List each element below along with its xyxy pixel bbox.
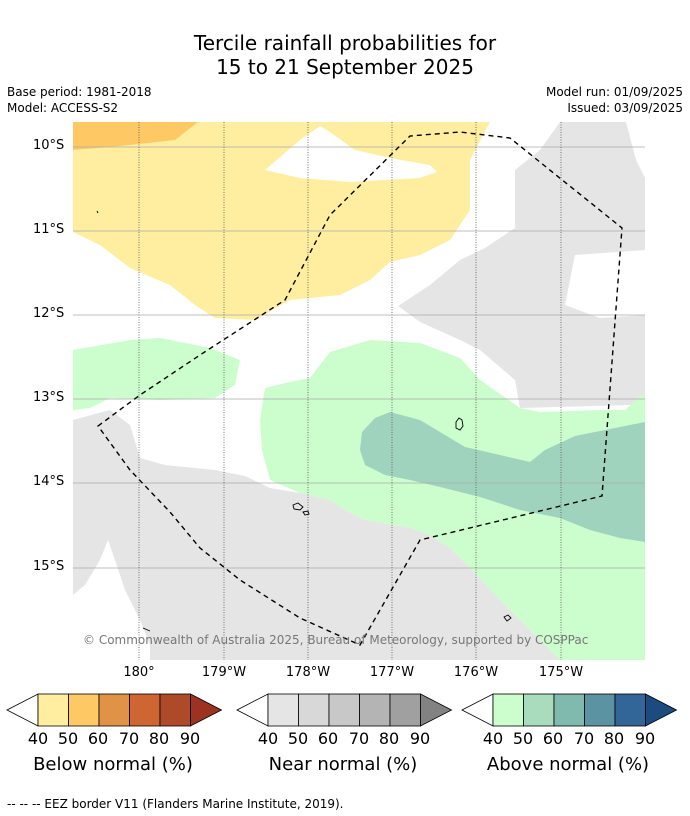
lat-label-10s: 10°S [33,138,65,153]
map-title: Tercile rainfall probabilities for 15 to… [0,31,690,79]
above-normal-left-region [73,338,240,410]
colorbar-label-above: Above normal (%) [486,754,650,775]
lon-label-176w: 176°W [453,665,499,680]
copyright-notice: © Commonwealth of Australia 2025, Bureau… [83,633,589,647]
lon-label-180: 180° [123,665,155,680]
meta-right: Model run: 01/09/2025 Issued: 03/09/2025 [546,84,683,116]
tick-above-70: 70 [573,729,595,748]
below-normal-50-60-region [73,122,198,150]
tick-near-50: 50 [287,729,309,748]
title-line-1: Tercile rainfall probabilities for [193,31,497,55]
lat-label-11s: 11°S [33,222,65,237]
island-main [455,417,464,431]
tick-above-60: 60 [542,729,564,748]
model-name: Model: ACCESS-S2 [7,101,119,115]
tick-near-90: 90 [409,729,431,748]
lat-label-15s: 15°S [33,559,65,574]
eez-border [97,131,623,646]
colorbar-label-near: Near normal (%) [268,754,418,775]
meta-left: Base period: 1981-2018 Model: ACCESS-S2 [7,84,152,116]
above-normal-50-60-region [360,412,645,542]
lon-label-175w: 175°W [538,665,584,680]
lat-label-12s: 12°S [33,306,65,321]
lon-label-178w: 178°W [285,665,331,680]
island-dot [96,210,99,214]
latitude-gridlines [73,146,645,569]
lat-label-13s: 13°S [33,390,65,405]
island-small-3 [503,614,512,622]
tick-above-50: 50 [512,729,534,748]
title-line-2: 15 to 21 September 2025 [216,55,474,79]
lat-label-14s: 14°S [33,474,65,489]
tick-near-40: 40 [257,729,279,748]
island-outlines [96,210,512,632]
tick-near-80: 80 [378,729,400,748]
tick-near-70: 70 [348,729,370,748]
tick-below-70: 70 [118,729,140,748]
issued-date: Issued: 03/09/2025 [567,101,683,115]
grey-bay-region [73,540,150,660]
tick-above-90: 90 [634,729,656,748]
longitude-gridlines [138,122,562,660]
near-normal-bottom-left-region [73,410,560,660]
lon-label-177w: 177°W [369,665,415,680]
island-small-2 [302,510,310,516]
above-normal-40-50-region [260,340,645,660]
tick-above-80: 80 [603,729,625,748]
tick-below-40: 40 [27,729,49,748]
tick-near-60: 60 [317,729,339,748]
eez-footnote: -- -- -- EEZ border V11 (Flanders Marine… [7,797,344,811]
tick-below-50: 50 [57,729,79,748]
island-small-1 [292,502,304,511]
near-normal-top-right-region [398,122,645,408]
grey-gap-region [565,250,645,318]
model-run: Model run: 01/09/2025 [545,85,683,99]
lon-label-179w: 179°W [201,665,247,680]
tick-below-90: 90 [179,729,201,748]
base-period: Base period: 1981-2018 [7,85,152,99]
tick-above-40: 40 [482,729,504,748]
island-small-4 [142,627,151,632]
tick-below-60: 60 [87,729,109,748]
tick-below-80: 80 [148,729,170,748]
colorbar-label-below: Below normal (%) [33,754,193,775]
